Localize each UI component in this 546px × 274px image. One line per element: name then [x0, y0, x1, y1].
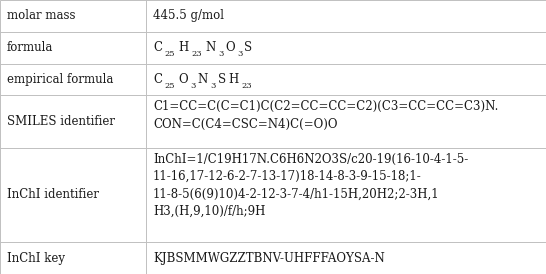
Text: InChI=1/C19H17N.C6H6N2O3S/c20-19(16-10-4-1-5-
11-16,17-12-6-2-7-13-17)18-14-8-3-: InChI=1/C19H17N.C6H6N2O3S/c20-19(16-10-4…	[153, 153, 468, 218]
Text: 445.5 g/mol: 445.5 g/mol	[153, 9, 224, 22]
Text: H: H	[178, 41, 188, 54]
Text: 25: 25	[164, 50, 175, 58]
Text: InChI identifier: InChI identifier	[7, 188, 98, 201]
Text: 25: 25	[164, 82, 175, 90]
Text: 3: 3	[218, 50, 223, 58]
Text: empirical formula: empirical formula	[7, 73, 113, 86]
Text: O: O	[225, 41, 235, 54]
Text: KJBSMMWGZZTBNV-UHFFFAOYSA-N: KJBSMMWGZZTBNV-UHFFFAOYSA-N	[153, 252, 384, 265]
Text: H: H	[228, 73, 238, 86]
Text: formula: formula	[7, 41, 53, 54]
Text: C1=CC=C(C=C1)C(C2=CC=CC=C2)(C3=CC=CC=C3)N.
CON=C(C4=CSC=N4)C(=O)O: C1=CC=C(C=C1)C(C2=CC=CC=C2)(C3=CC=CC=C3)…	[153, 100, 498, 131]
Text: S: S	[217, 73, 225, 86]
Text: 23: 23	[241, 82, 252, 90]
Text: C: C	[153, 41, 162, 54]
Text: 23: 23	[191, 50, 202, 58]
Text: 3: 3	[238, 50, 243, 58]
Text: 3: 3	[211, 82, 216, 90]
Text: 3: 3	[191, 82, 196, 90]
Text: O: O	[178, 73, 188, 86]
Text: molar mass: molar mass	[7, 9, 75, 22]
Text: N: N	[205, 41, 215, 54]
Text: InChI key: InChI key	[7, 252, 64, 265]
Text: SMILES identifier: SMILES identifier	[7, 115, 115, 128]
Text: N: N	[198, 73, 207, 86]
Text: C: C	[153, 73, 162, 86]
Text: S: S	[245, 41, 253, 54]
